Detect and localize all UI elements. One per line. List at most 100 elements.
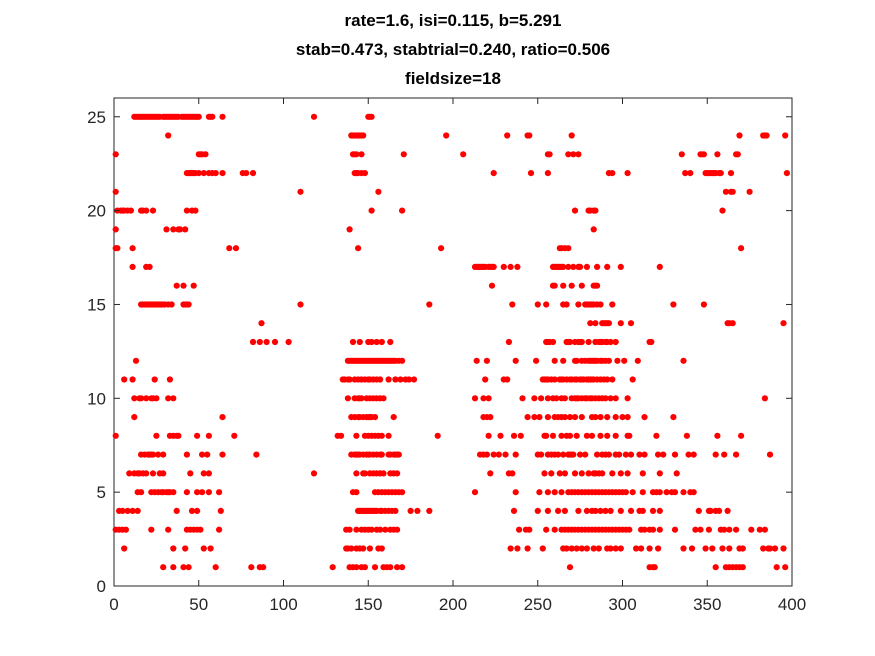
data-point [712, 564, 719, 571]
data-point [114, 245, 121, 252]
data-point [170, 564, 177, 571]
data-point [627, 320, 635, 327]
data-point [217, 507, 224, 514]
data-point [660, 451, 667, 458]
data-point [249, 170, 257, 177]
data-point [592, 414, 599, 421]
data-point [604, 376, 611, 383]
data-point [353, 489, 360, 496]
data-point [438, 245, 445, 252]
data-point [165, 395, 172, 402]
data-point [721, 451, 728, 458]
data-point [519, 395, 526, 402]
data-point [173, 507, 180, 514]
data-point [566, 564, 574, 571]
data-point [219, 451, 226, 458]
data-point [714, 432, 721, 439]
data-point [544, 170, 552, 177]
data-point [597, 507, 604, 514]
data-point [622, 451, 630, 458]
data-point [719, 207, 726, 214]
data-point [570, 151, 577, 158]
data-point [551, 489, 558, 496]
data-point [748, 526, 755, 533]
data-point [592, 207, 599, 214]
data-point [297, 188, 304, 195]
data-point [648, 338, 655, 346]
data-point [219, 414, 226, 421]
data-point [399, 357, 406, 364]
data-point [671, 526, 679, 533]
data-point [543, 432, 550, 439]
data-point [575, 301, 582, 308]
data-point [565, 245, 572, 252]
data-point [397, 376, 404, 383]
data-point [405, 376, 412, 383]
data-point [517, 432, 524, 439]
data-point [594, 263, 601, 270]
data-point [112, 432, 119, 439]
data-point [546, 151, 553, 158]
data-point [483, 451, 490, 458]
data-point [733, 451, 740, 458]
axis-ticks [113, 98, 793, 587]
data-point [392, 376, 399, 383]
data-point [561, 470, 569, 477]
data-point [639, 470, 646, 477]
data-point [385, 376, 392, 383]
data-point [763, 132, 770, 139]
data-point [766, 545, 774, 552]
data-point [638, 545, 645, 552]
data-point [500, 263, 507, 270]
data-point [129, 245, 136, 252]
data-point [507, 545, 514, 552]
data-point [194, 489, 201, 496]
data-point [121, 376, 128, 383]
data-point [597, 414, 604, 421]
y-tick-label: 5 [97, 483, 106, 502]
data-point [460, 151, 467, 158]
data-point [597, 301, 604, 308]
data-point [243, 170, 250, 177]
data-point [680, 489, 687, 496]
data-point [604, 432, 611, 439]
data-point [671, 489, 679, 496]
data-point [361, 170, 368, 177]
data-point [200, 545, 207, 552]
data-point [738, 245, 745, 252]
data-point [487, 470, 494, 477]
data-points [112, 113, 791, 571]
data-point [194, 432, 201, 439]
data-point [490, 170, 497, 177]
data-point [180, 282, 187, 289]
x-tick-label: 150 [354, 595, 382, 614]
data-point [609, 301, 616, 308]
data-point [649, 526, 657, 533]
data-point [371, 414, 379, 421]
data-point [360, 132, 367, 139]
data-point [641, 451, 648, 458]
data-point [471, 489, 479, 496]
data-point [716, 507, 723, 514]
data-point [714, 151, 721, 158]
data-point [771, 545, 779, 552]
data-point [627, 507, 635, 514]
data-point [663, 489, 670, 496]
data-point [614, 357, 621, 364]
data-point [146, 263, 153, 270]
data-point [183, 207, 190, 214]
data-point [153, 432, 160, 439]
data-point [692, 526, 699, 533]
data-point [722, 188, 730, 195]
data-point [671, 451, 679, 458]
data-point [205, 432, 212, 439]
data-point [565, 151, 572, 158]
data-point [583, 507, 591, 514]
data-point [526, 526, 533, 533]
data-point [310, 113, 318, 120]
data-point [509, 470, 516, 477]
data-point [516, 526, 523, 533]
data-point [509, 301, 516, 308]
data-point [568, 132, 575, 139]
data-point [629, 376, 636, 383]
